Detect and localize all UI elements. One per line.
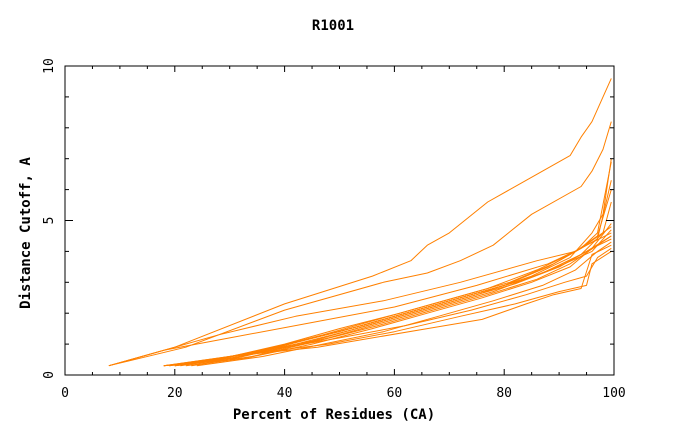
series-line-14 <box>191 235 612 367</box>
x-tick-label: 40 <box>277 386 293 401</box>
series-line-10 <box>174 235 612 367</box>
x-axis-label: Percent of Residues (CA) <box>233 407 435 423</box>
series-line-3 <box>108 161 612 367</box>
series-line-18 <box>174 247 612 367</box>
x-tick-label: 20 <box>167 386 183 401</box>
series-line-9 <box>169 232 612 367</box>
series-layer <box>108 78 612 367</box>
series-line-2 <box>108 121 612 367</box>
x-tick-label: 60 <box>387 386 403 401</box>
series-line-5 <box>163 158 612 367</box>
series-line-17 <box>163 250 612 367</box>
series-line-16 <box>163 244 612 367</box>
y-tick-label: 10 <box>42 58 57 74</box>
series-line-7 <box>163 201 612 367</box>
x-tick-label: 100 <box>602 386 625 401</box>
y-tick-label: 5 <box>42 217 57 225</box>
series-line-1 <box>108 78 612 367</box>
series-line-12 <box>180 229 612 367</box>
chart-title: R1001 <box>312 18 354 34</box>
y-tick-label: 0 <box>42 371 57 379</box>
x-tick-label: 0 <box>61 386 69 401</box>
x-tick-label: 80 <box>496 386 512 401</box>
y-axis-label: Distance Cutoff, A <box>18 157 34 309</box>
series-line-15 <box>196 241 612 367</box>
series-line-8 <box>169 226 612 367</box>
series-line-11 <box>174 238 612 367</box>
tick-layer: 0 20 40 60 80 100 0 5 10 <box>42 58 626 401</box>
